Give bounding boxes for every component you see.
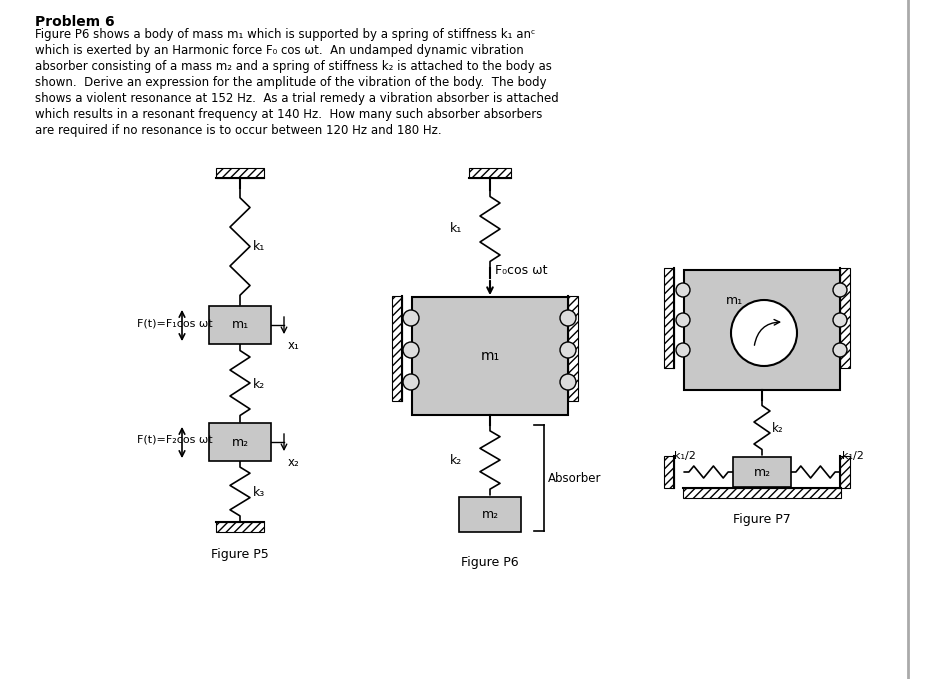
Text: k₁: k₁ bbox=[253, 240, 266, 253]
Bar bbox=[216, 168, 264, 178]
Circle shape bbox=[833, 313, 847, 327]
Circle shape bbox=[676, 313, 690, 327]
Text: x₂: x₂ bbox=[288, 456, 300, 469]
Circle shape bbox=[403, 342, 419, 358]
Bar bbox=[683, 488, 841, 498]
Bar bbox=[840, 268, 850, 368]
Circle shape bbox=[676, 283, 690, 297]
Text: shows a violent resonance at 152 Hz.  As a trial remedy a vibration absorber is : shows a violent resonance at 152 Hz. As … bbox=[35, 92, 559, 105]
Circle shape bbox=[560, 310, 576, 326]
Text: are required if no resonance is to occur between 120 Hz and 180 Hz.: are required if no resonance is to occur… bbox=[35, 124, 442, 137]
Text: Figure P5: Figure P5 bbox=[212, 548, 268, 561]
Bar bbox=[840, 456, 850, 488]
Text: Figure P6: Figure P6 bbox=[461, 556, 519, 569]
Text: Problem 6: Problem 6 bbox=[35, 15, 115, 29]
Text: which is exerted by an Harmonic force F₀ cos ωt.  An undamped dynamic vibration: which is exerted by an Harmonic force F₀… bbox=[35, 44, 524, 57]
Text: k₂: k₂ bbox=[253, 378, 266, 390]
Circle shape bbox=[676, 343, 690, 357]
Text: shown.  Derive an expression for the amplitude of the vibration of the body.  Th: shown. Derive an expression for the ampl… bbox=[35, 76, 547, 89]
Bar bbox=[684, 270, 840, 390]
Bar bbox=[664, 456, 674, 488]
Text: m₁: m₁ bbox=[231, 318, 249, 331]
Text: Absorber: Absorber bbox=[548, 471, 601, 485]
Bar bbox=[209, 306, 271, 344]
Circle shape bbox=[403, 374, 419, 390]
Text: Figure P7: Figure P7 bbox=[733, 513, 791, 526]
Circle shape bbox=[833, 283, 847, 297]
Text: which results in a resonant frequency at 140 Hz.  How many such absorber absorbe: which results in a resonant frequency at… bbox=[35, 108, 542, 121]
Bar bbox=[459, 496, 521, 532]
Bar bbox=[469, 168, 511, 178]
Bar bbox=[664, 268, 674, 368]
Text: Figure P6 shows a body of mass m₁ which is supported by a spring of stiffness k₁: Figure P6 shows a body of mass m₁ which … bbox=[35, 28, 535, 41]
Text: k₃: k₃ bbox=[253, 485, 266, 498]
Text: k₂: k₂ bbox=[772, 422, 784, 435]
Text: k₁/2: k₁/2 bbox=[842, 451, 864, 461]
Text: m₂: m₂ bbox=[482, 507, 499, 521]
Text: x₁: x₁ bbox=[288, 339, 300, 352]
Text: m₁: m₁ bbox=[480, 349, 500, 363]
Circle shape bbox=[833, 343, 847, 357]
Bar bbox=[392, 295, 402, 401]
Text: F₀cos ωt: F₀cos ωt bbox=[495, 265, 547, 278]
Bar bbox=[412, 297, 568, 415]
Circle shape bbox=[731, 300, 797, 366]
Text: k₁: k₁ bbox=[450, 223, 462, 236]
Text: absorber consisting of a mass m₂ and a spring of stiffness k₂ is attached to the: absorber consisting of a mass m₂ and a s… bbox=[35, 60, 552, 73]
Bar bbox=[209, 423, 271, 461]
Text: m₂: m₂ bbox=[231, 435, 249, 449]
Text: m₁: m₁ bbox=[725, 293, 743, 306]
Text: F(t)=F₂cos ωt: F(t)=F₂cos ωt bbox=[137, 435, 212, 445]
Bar bbox=[733, 457, 791, 487]
Circle shape bbox=[403, 310, 419, 326]
Circle shape bbox=[560, 342, 576, 358]
Text: k₁/2: k₁/2 bbox=[674, 451, 696, 461]
Circle shape bbox=[560, 374, 576, 390]
Text: m₂: m₂ bbox=[753, 466, 771, 479]
Text: F(t)=F₁cos ωt: F(t)=F₁cos ωt bbox=[137, 318, 212, 328]
Text: k₂: k₂ bbox=[450, 454, 462, 468]
Bar bbox=[568, 295, 578, 401]
Bar bbox=[216, 522, 264, 532]
